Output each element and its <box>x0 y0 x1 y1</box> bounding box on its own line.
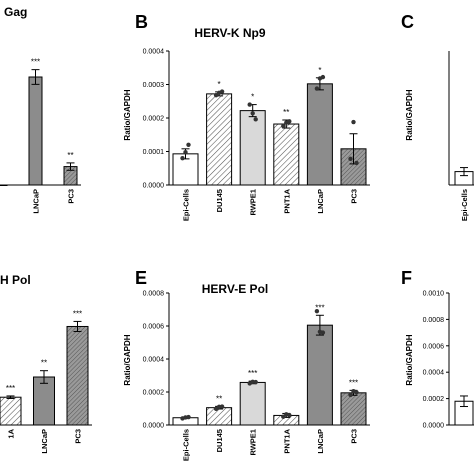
panel-f-y-tick-label: 0.0002 <box>423 396 445 403</box>
panel-b-data-point <box>183 149 188 155</box>
panel-e-category-label: RWPE1 <box>249 429 258 456</box>
panel-b-data-point <box>186 142 191 147</box>
panel-d-bar <box>66 325 89 426</box>
plot-area: ***LNCaP**PC30.00000.00010.00020.00030.0… <box>0 49 474 461</box>
panel-d-bar <box>33 376 55 426</box>
panel-d-significance: ** <box>41 359 47 368</box>
panel-e-label: E <box>135 268 147 288</box>
panel-b-data-point <box>281 123 286 129</box>
panel-e-bar <box>340 392 367 426</box>
panel-f-y-axis-title: Ratio/GAPDH <box>405 334 414 385</box>
panel-b-data-point <box>253 117 258 122</box>
panel-b-data-point <box>287 119 292 124</box>
panel-b-category-label: LNCaP <box>316 189 325 214</box>
panel-b-category-label: DU145 <box>215 189 224 212</box>
panel-f-y-tick-label: 0.0010 <box>423 291 445 298</box>
panel-b-bar <box>306 83 333 186</box>
panel-b-y-tick-label: 0.0002 <box>143 116 165 123</box>
panel-e-bar <box>239 381 266 426</box>
panel-e-category-label: LNCaP <box>316 429 325 454</box>
panel-e-category-label: PC3 <box>350 429 359 444</box>
panel-e-y-tick-label: 0.0008 <box>143 291 165 298</box>
panel-b-category-label: PC3 <box>350 189 359 204</box>
panel-f-y-tick-label: 0.0000 <box>423 423 445 430</box>
panel-e-y-tick-label: 0.0002 <box>143 390 165 397</box>
panel-b-data-point <box>180 156 185 161</box>
panel-b-significance: * <box>218 80 221 89</box>
panel-e-bar <box>206 407 233 426</box>
panel-b-bar <box>239 110 266 186</box>
panel-b-data-point <box>348 156 353 162</box>
panel-e-y-axis-title: Ratio/GAPDH <box>123 334 132 385</box>
panel-e-category-label: DU145 <box>215 429 224 452</box>
panel-b-y-tick-label: 0.0001 <box>143 149 165 156</box>
panel-b-data-point <box>219 89 225 94</box>
panel-c-y-axis-title: Ratio/GAPDH <box>405 89 414 140</box>
panel-e-significance: ** <box>216 394 222 403</box>
panel-a-category-label: PC3 <box>67 189 76 204</box>
panel-f-label: F <box>401 268 412 288</box>
panel-a-category-label: LNCaP <box>32 189 41 214</box>
panel-b-title: HERV-K Np9 <box>194 26 265 40</box>
panel-e-data-point <box>314 308 320 314</box>
panel-e-significance: *** <box>349 378 358 387</box>
panel-a-bar <box>28 76 43 186</box>
panel-e-data-point <box>348 392 353 398</box>
panel-e-y-tick-label: 0.0004 <box>143 357 165 364</box>
panel-b-category-label: PNT1A <box>282 188 291 213</box>
panel-e-y-tick-label: 0.0006 <box>143 324 165 331</box>
panel-b-y-tick-label: 0.0003 <box>143 82 165 89</box>
panel-c-label: C <box>401 12 414 32</box>
panel-e-data-point <box>281 414 286 419</box>
panel-b-bar <box>273 123 300 186</box>
panel-a-significance: *** <box>31 58 40 67</box>
panel-e-category-label: PNT1A <box>282 428 291 453</box>
panel-e-data-point <box>354 390 359 395</box>
panel-b-bar <box>206 93 233 186</box>
panel-e-significance: *** <box>248 369 257 378</box>
panel-f-y-tick-label: 0.0008 <box>423 317 445 324</box>
panel-e-significance: *** <box>315 303 324 312</box>
panel-b-significance: * <box>318 66 321 75</box>
panel-e-y-tick-label: 0.0000 <box>143 423 165 430</box>
panel-b-category-label: Epi-Cells <box>182 189 191 221</box>
panel-d-significance: *** <box>73 309 82 318</box>
panel-b-significance: * <box>251 93 254 102</box>
panel-b-y-axis-title: Ratio/GAPDH <box>123 89 132 140</box>
panel-b-y-tick-label: 0.0004 <box>143 49 165 56</box>
panel-b-data-point <box>247 102 252 107</box>
panel-b-label: B <box>135 12 148 32</box>
panel-c-category-label: Epi-Cells <box>460 189 469 221</box>
panel-e-category-label: Epi-Cells <box>182 429 191 461</box>
panel-a-title: Gag <box>4 5 27 19</box>
panel-b-data-point <box>351 119 356 125</box>
panel-d-category-label: LNCaP <box>40 429 49 454</box>
panel-d-category-label: PC3 <box>74 429 83 444</box>
panel-e-data-point <box>186 414 191 420</box>
panel-e-title: HERV-E Pol <box>202 282 268 296</box>
panel-a-significance: ** <box>67 151 73 160</box>
panel-e-bar <box>306 324 333 426</box>
panel-e-data-point <box>320 330 326 335</box>
panel-e-data-point <box>219 404 225 409</box>
panel-b-significance: ** <box>283 108 289 117</box>
panel-b-data-point <box>314 86 320 91</box>
panel-a-bar <box>0 184 8 186</box>
panel-d-bar <box>0 396 22 426</box>
panel-d-significance: *** <box>6 384 15 393</box>
panel-b-data-point <box>320 74 326 80</box>
panel-b-category-label: RWPE1 <box>249 189 258 216</box>
panel-d-category-label: 1A <box>7 428 16 438</box>
panel-e-data-point <box>253 379 258 385</box>
panel-e-data-point <box>287 412 292 418</box>
panel-d-title: H Pol <box>0 273 31 287</box>
panel-b-data-point <box>213 93 219 98</box>
panel-f-y-tick-label: 0.0006 <box>423 343 445 350</box>
panel-b-y-tick-label: 0.0000 <box>143 183 165 190</box>
panel-b-data-point <box>250 111 255 116</box>
panel-f-y-tick-label: 0.0004 <box>423 370 445 377</box>
panel-b-data-point <box>354 160 359 166</box>
